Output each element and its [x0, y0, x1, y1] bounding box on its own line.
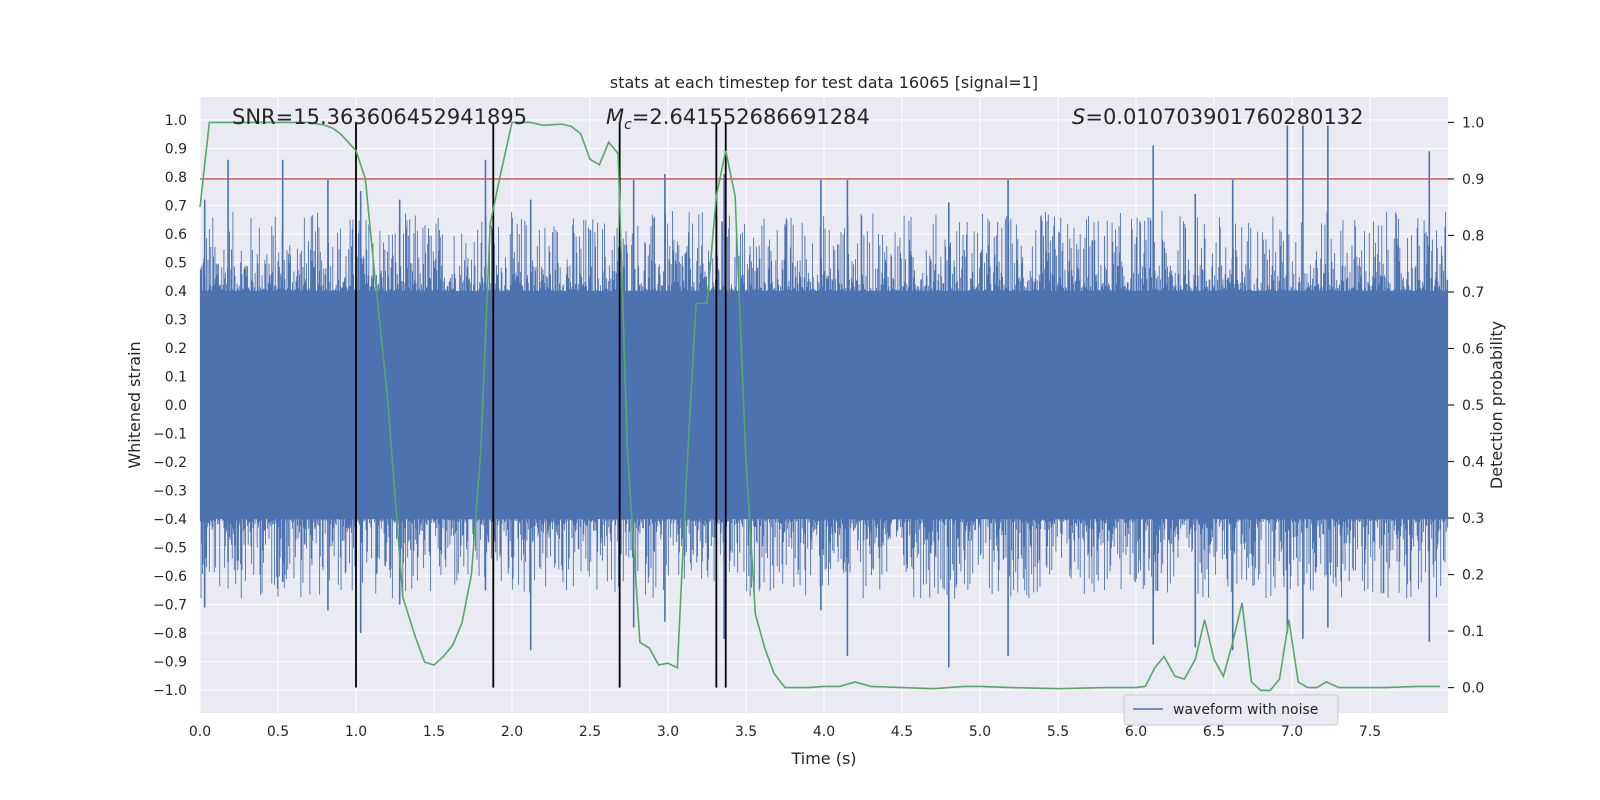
- left-y-axis-label: Whitened strain: [125, 341, 144, 468]
- legend: waveform with noise: [1123, 694, 1339, 726]
- left-y-tick-label: 0.6: [165, 227, 187, 243]
- left-y-tick-label: 0.5: [165, 255, 187, 271]
- chirp-mass-symbol: M: [606, 105, 624, 129]
- chirp-mass-annotation: Mc=2.641552686691284: [606, 105, 870, 133]
- left-y-tick-label: −0.4: [153, 512, 187, 528]
- right-y-tick-label: 0.5: [1462, 398, 1484, 414]
- chart-title: stats at each timestep for test data 160…: [610, 73, 1038, 92]
- snr-annotation: SNR=15.363606452941895: [232, 105, 527, 129]
- right-y-tick-label: 0.1: [1462, 624, 1484, 640]
- left-y-tick-label: −0.8: [153, 626, 187, 642]
- x-tick-label: 7.5: [1359, 724, 1381, 740]
- detection-probability-line: [199, 121, 1441, 692]
- x-tick-label: 0.5: [267, 724, 289, 740]
- x-axis-ticks: 0.0 0.5 1.0 1.5 2.0 2.5 3.0 3.5 4.0 4.5 5.0 5.5 6.0 6…: [189, 724, 1381, 740]
- strain-series: [199, 125, 1449, 668]
- legend-label: waveform with noise: [1173, 702, 1318, 718]
- right-y-tick-label: 0.8: [1462, 228, 1484, 244]
- x-tick-label: 6.0: [1125, 724, 1147, 740]
- right-y-tick-label: 1.0: [1462, 115, 1484, 131]
- s-symbol: S: [1072, 105, 1085, 129]
- left-y-tick-label: −0.2: [153, 455, 187, 471]
- right-y-axis-label: Detection probability: [1487, 321, 1506, 489]
- left-y-tick-label: −0.5: [153, 541, 187, 557]
- s-value: =0.010703901760280132: [1085, 105, 1363, 129]
- left-y-tick-label: 0.3: [165, 312, 187, 328]
- left-y-tick-label: −0.1: [153, 427, 187, 443]
- x-tick-label: 5.5: [1047, 724, 1069, 740]
- x-tick-label: 4.5: [891, 724, 913, 740]
- x-tick-label: 7.0: [1281, 724, 1303, 740]
- right-y-tick-label: 0.9: [1462, 172, 1484, 188]
- x-tick-label: 5.0: [969, 724, 991, 740]
- left-y-tick-label: −0.9: [153, 655, 187, 671]
- x-tick-label: 1.5: [423, 724, 445, 740]
- right-y-tick-label: 0.7: [1462, 285, 1484, 301]
- right-y-tick-label: 0.0: [1462, 681, 1484, 697]
- chirp-mass-subscript: c: [624, 117, 632, 133]
- x-tick-label: 3.0: [657, 724, 679, 740]
- left-y-tick-label: 0.7: [165, 198, 187, 214]
- x-tick-label: 1.0: [345, 724, 367, 740]
- left-y-tick-label: −0.7: [153, 598, 187, 614]
- left-y-tick-label: 1.0: [165, 113, 187, 129]
- left-y-tick-label: −1.0: [153, 683, 187, 699]
- right-y-tick-label: 0.2: [1462, 568, 1484, 584]
- right-y-tick-label: 0.4: [1462, 455, 1484, 471]
- left-y-axis-ticks: 1.0 0.9 0.8 0.7 0.6 0.5 0.4 0.3 0.2 0.1 0.0 −0.1 −0.…: [153, 113, 187, 699]
- x-tick-label: 3.5: [735, 724, 757, 740]
- left-y-tick-label: 0.8: [165, 170, 187, 186]
- strain-trace: [199, 211, 1449, 599]
- left-y-tick-label: 0.2: [165, 341, 187, 357]
- left-y-tick-label: 0.4: [165, 284, 187, 300]
- x-tick-label: 4.0: [813, 724, 835, 740]
- x-tick-label: 2.5: [579, 724, 601, 740]
- legend-box: [1123, 694, 1339, 726]
- x-tick-label: 6.5: [1203, 724, 1225, 740]
- left-y-tick-label: 0.0: [165, 398, 187, 414]
- x-tick-label: 0.0: [189, 724, 211, 740]
- right-y-tick-label: 0.3: [1462, 511, 1484, 527]
- left-y-tick-label: −0.6: [153, 569, 187, 585]
- left-y-tick-label: 0.9: [165, 141, 187, 157]
- right-y-axis-ticks: 1.0 0.9 0.8 0.7 0.6 0.5 0.4 0.3 0.2 0.1 0.0: [1448, 115, 1484, 697]
- left-y-tick-label: 0.1: [165, 369, 187, 385]
- strain-spikes: [203, 125, 1431, 668]
- x-tick-label: 2.0: [501, 724, 523, 740]
- left-y-tick-label: −0.3: [153, 484, 187, 500]
- right-y-tick-label: 0.6: [1462, 341, 1484, 357]
- chirp-mass-value: =2.641552686691284: [632, 105, 870, 129]
- x-axis-label: Time (s): [790, 749, 856, 768]
- s-annotation: S=0.010703901760280132: [1072, 105, 1363, 129]
